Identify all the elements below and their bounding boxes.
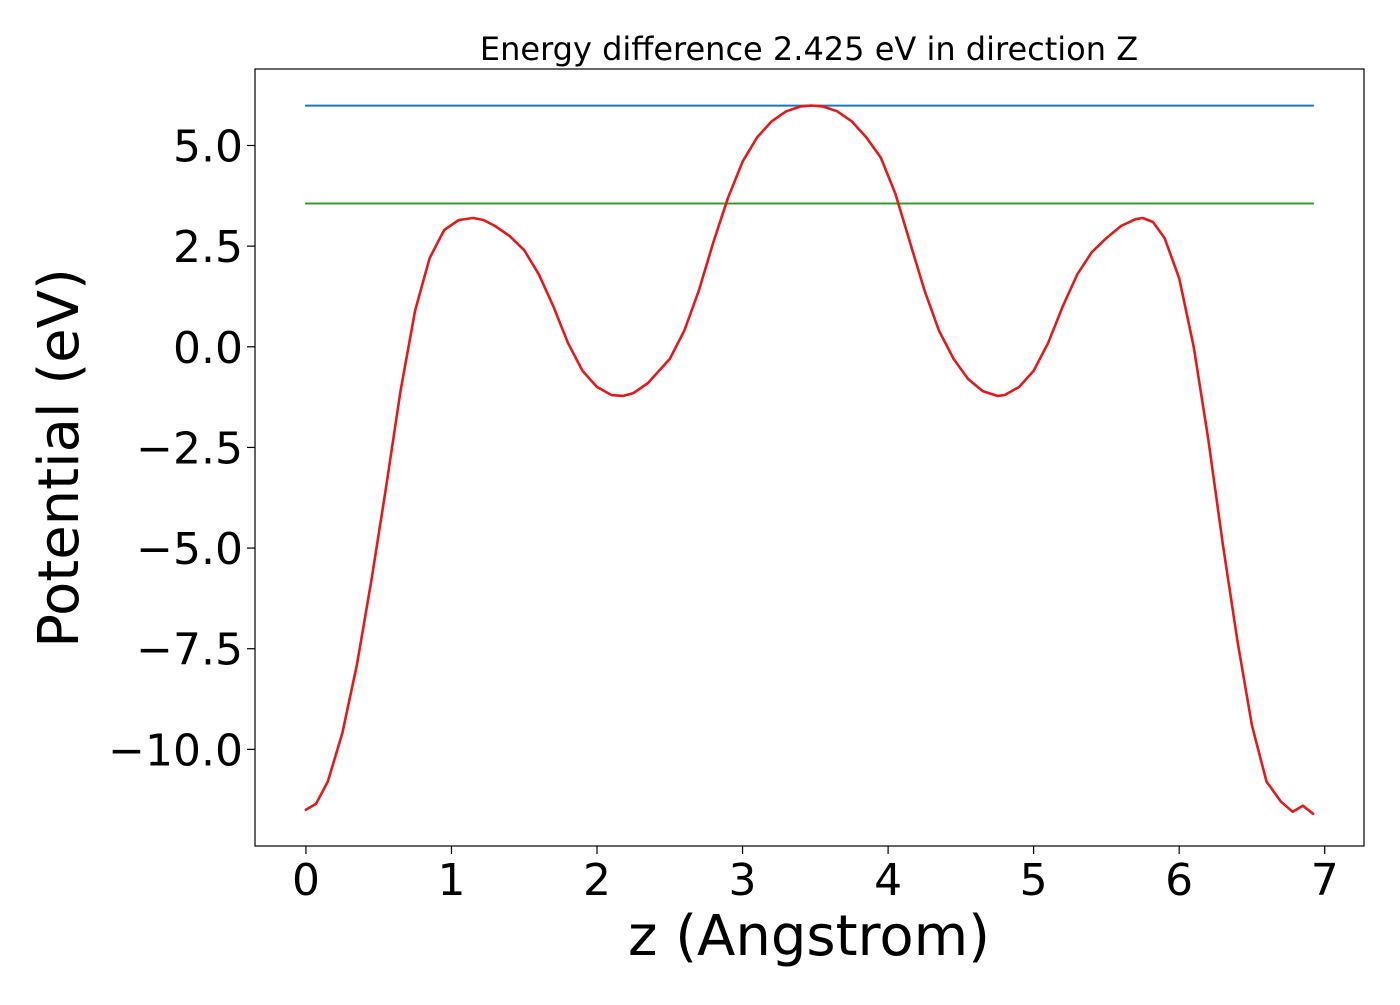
x-tick-label-6: 6 <box>1165 855 1193 906</box>
chart-title: Energy difference 2.425 eV in direction … <box>480 30 1138 68</box>
y-tick-label-6: 5.0 <box>173 121 243 172</box>
series-layer <box>304 104 1315 816</box>
x-tick-label-5: 5 <box>1020 855 1048 906</box>
y-axis: −10.0 −7.5 −5.0 −2.5 0.0 2.5 5.0 <box>108 121 255 776</box>
x-tick-label-2: 2 <box>583 855 611 906</box>
y-tick-label-1: −7.5 <box>136 625 243 676</box>
y-tick-label-0: −10.0 <box>108 725 243 776</box>
plot-frame <box>254 68 1365 847</box>
x-axis-label: z (Angstrom) <box>628 904 990 969</box>
y-tick-label-4: 0.0 <box>173 323 243 374</box>
x-axis: 0 1 2 3 4 5 6 7 <box>292 846 1339 906</box>
y-tick-label-5: 2.5 <box>173 222 243 273</box>
y-axis-label: Potential (eV) <box>27 268 92 648</box>
y-tick-label-2: −5.0 <box>136 524 243 575</box>
y-tick-label-3: −2.5 <box>136 423 243 474</box>
x-tick-label-3: 3 <box>729 855 757 906</box>
x-tick-label-7: 7 <box>1311 855 1339 906</box>
x-tick-label-0: 0 <box>292 855 320 906</box>
x-tick-label-4: 4 <box>874 855 902 906</box>
series-line-2 <box>304 104 1315 816</box>
x-tick-label-1: 1 <box>437 855 465 906</box>
